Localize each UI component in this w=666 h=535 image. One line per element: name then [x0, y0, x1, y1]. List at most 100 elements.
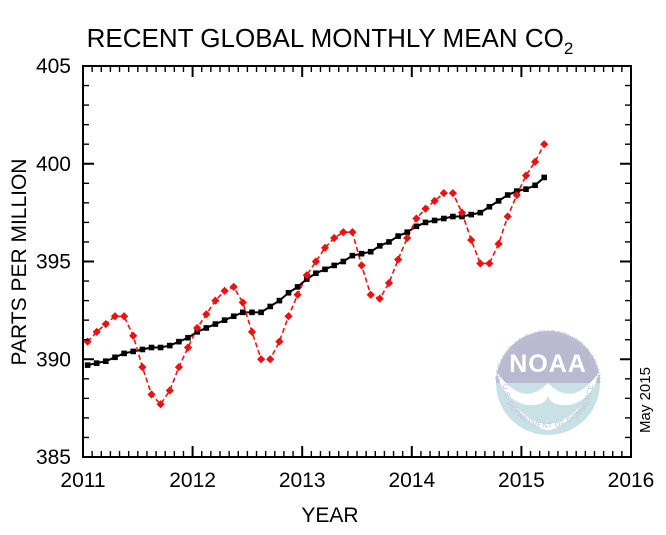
monthly-data-point	[503, 212, 512, 221]
monthly-data-point	[147, 390, 156, 399]
trend-data-point	[367, 248, 374, 255]
trend-data-point	[176, 338, 182, 345]
trend-data-point	[121, 350, 127, 357]
monthly-data-point	[476, 259, 485, 268]
monthly-series-markers	[83, 140, 549, 409]
monthly-series-line	[87, 143, 545, 406]
monthly-data-point	[183, 343, 193, 352]
trend-data-point	[468, 211, 475, 218]
trend-data-point	[230, 313, 237, 320]
trend-data-point	[93, 360, 100, 366]
trend-data-point	[395, 233, 401, 239]
monthly-data-point	[138, 362, 147, 372]
y-tick-label: 405	[36, 55, 71, 78]
trend-data-point	[450, 213, 456, 220]
monthly-data-point	[384, 278, 394, 288]
monthly-data-point	[439, 188, 448, 198]
monthly-data-point	[247, 327, 257, 336]
monthly-data-point	[129, 331, 138, 340]
trend-data-point	[358, 250, 365, 257]
trend-data-point	[322, 266, 328, 273]
chart-title: RECENT GLOBAL MONTHLY MEAN CO2	[87, 23, 574, 58]
monthly-data-point	[485, 259, 494, 268]
trend-data-point	[203, 325, 210, 331]
trend-data-point	[504, 192, 511, 198]
x-tick-label: 2012	[169, 469, 216, 492]
y-tick-label: 395	[36, 251, 71, 274]
date-stamp: May 2015	[637, 367, 654, 433]
monthly-data-point	[412, 214, 421, 223]
trend-data-point	[495, 198, 502, 204]
trend-data-point	[285, 289, 292, 296]
monthly-data-point	[220, 286, 229, 295]
monthly-data-point	[467, 235, 476, 245]
monthly-data-point	[393, 255, 403, 264]
trend-data-point	[486, 203, 493, 210]
data-layer	[83, 140, 549, 409]
monthly-data-point	[211, 296, 220, 305]
monthly-data-point	[119, 312, 129, 321]
x-tick-label: 2014	[388, 469, 435, 492]
trend-data-point	[258, 309, 264, 316]
trend-data-point	[386, 239, 392, 245]
monthly-data-point	[311, 257, 321, 266]
trend-data-point	[541, 174, 547, 181]
trend-data-point	[84, 362, 91, 368]
y-tick-label: 390	[36, 348, 71, 371]
trend-data-point	[276, 297, 283, 304]
monthly-data-point	[174, 362, 184, 372]
trend-series-markers	[84, 174, 547, 368]
monthly-data-point	[193, 323, 202, 333]
trend-data-point	[157, 344, 164, 351]
monthly-data-point	[165, 386, 174, 395]
trend-data-point	[294, 284, 301, 290]
monthly-data-point	[403, 233, 412, 243]
y-tick-label: 385	[36, 446, 71, 469]
monthly-data-point	[202, 310, 211, 319]
noaa-wordmark: NOAA	[509, 350, 587, 378]
trend-data-point	[249, 309, 255, 316]
trend-data-point	[139, 346, 146, 353]
trend-data-point	[167, 342, 173, 349]
monthly-data-point	[339, 228, 348, 237]
monthly-data-point	[521, 171, 531, 180]
monthly-data-point	[320, 243, 330, 252]
trend-data-point	[112, 354, 118, 361]
monthly-data-point	[540, 140, 549, 149]
trend-data-point	[523, 186, 529, 192]
x-tick-label: 2015	[498, 469, 545, 492]
trend-data-point	[441, 215, 447, 222]
monthly-data-point	[330, 233, 339, 243]
monthly-data-point	[156, 400, 165, 409]
y-tick-labels: 385 390 395 400 405	[36, 55, 71, 469]
trend-data-point	[532, 182, 538, 189]
monthly-data-point	[256, 355, 266, 364]
trend-data-point	[148, 344, 155, 351]
trend-data-point	[331, 262, 338, 269]
x-tick-label: 2013	[279, 469, 326, 492]
trend-data-point	[404, 229, 410, 235]
trend-data-point	[349, 252, 356, 259]
trend-data-point	[422, 219, 429, 226]
x-tick-labels: 2011 2012 2013 2014 2015 2016	[60, 469, 654, 492]
monthly-data-point	[530, 157, 540, 166]
trend-data-point	[221, 317, 228, 323]
trend-data-point	[413, 223, 420, 230]
trend-data-point	[102, 358, 109, 365]
trend-data-point	[212, 321, 219, 327]
y-tick-label: 400	[36, 153, 71, 176]
monthly-data-point	[266, 355, 275, 364]
monthly-data-point	[421, 204, 430, 213]
trend-data-point	[185, 334, 191, 341]
x-tick-label: 2011	[60, 469, 105, 492]
axis-ticks	[82, 65, 632, 458]
monthly-data-point	[302, 271, 311, 280]
monthly-data-point	[430, 196, 439, 206]
trend-data-point	[376, 243, 383, 249]
trend-data-point	[313, 270, 319, 277]
monthly-data-point	[92, 327, 101, 336]
trend-data-point	[431, 217, 438, 224]
monthly-data-point	[375, 294, 384, 303]
